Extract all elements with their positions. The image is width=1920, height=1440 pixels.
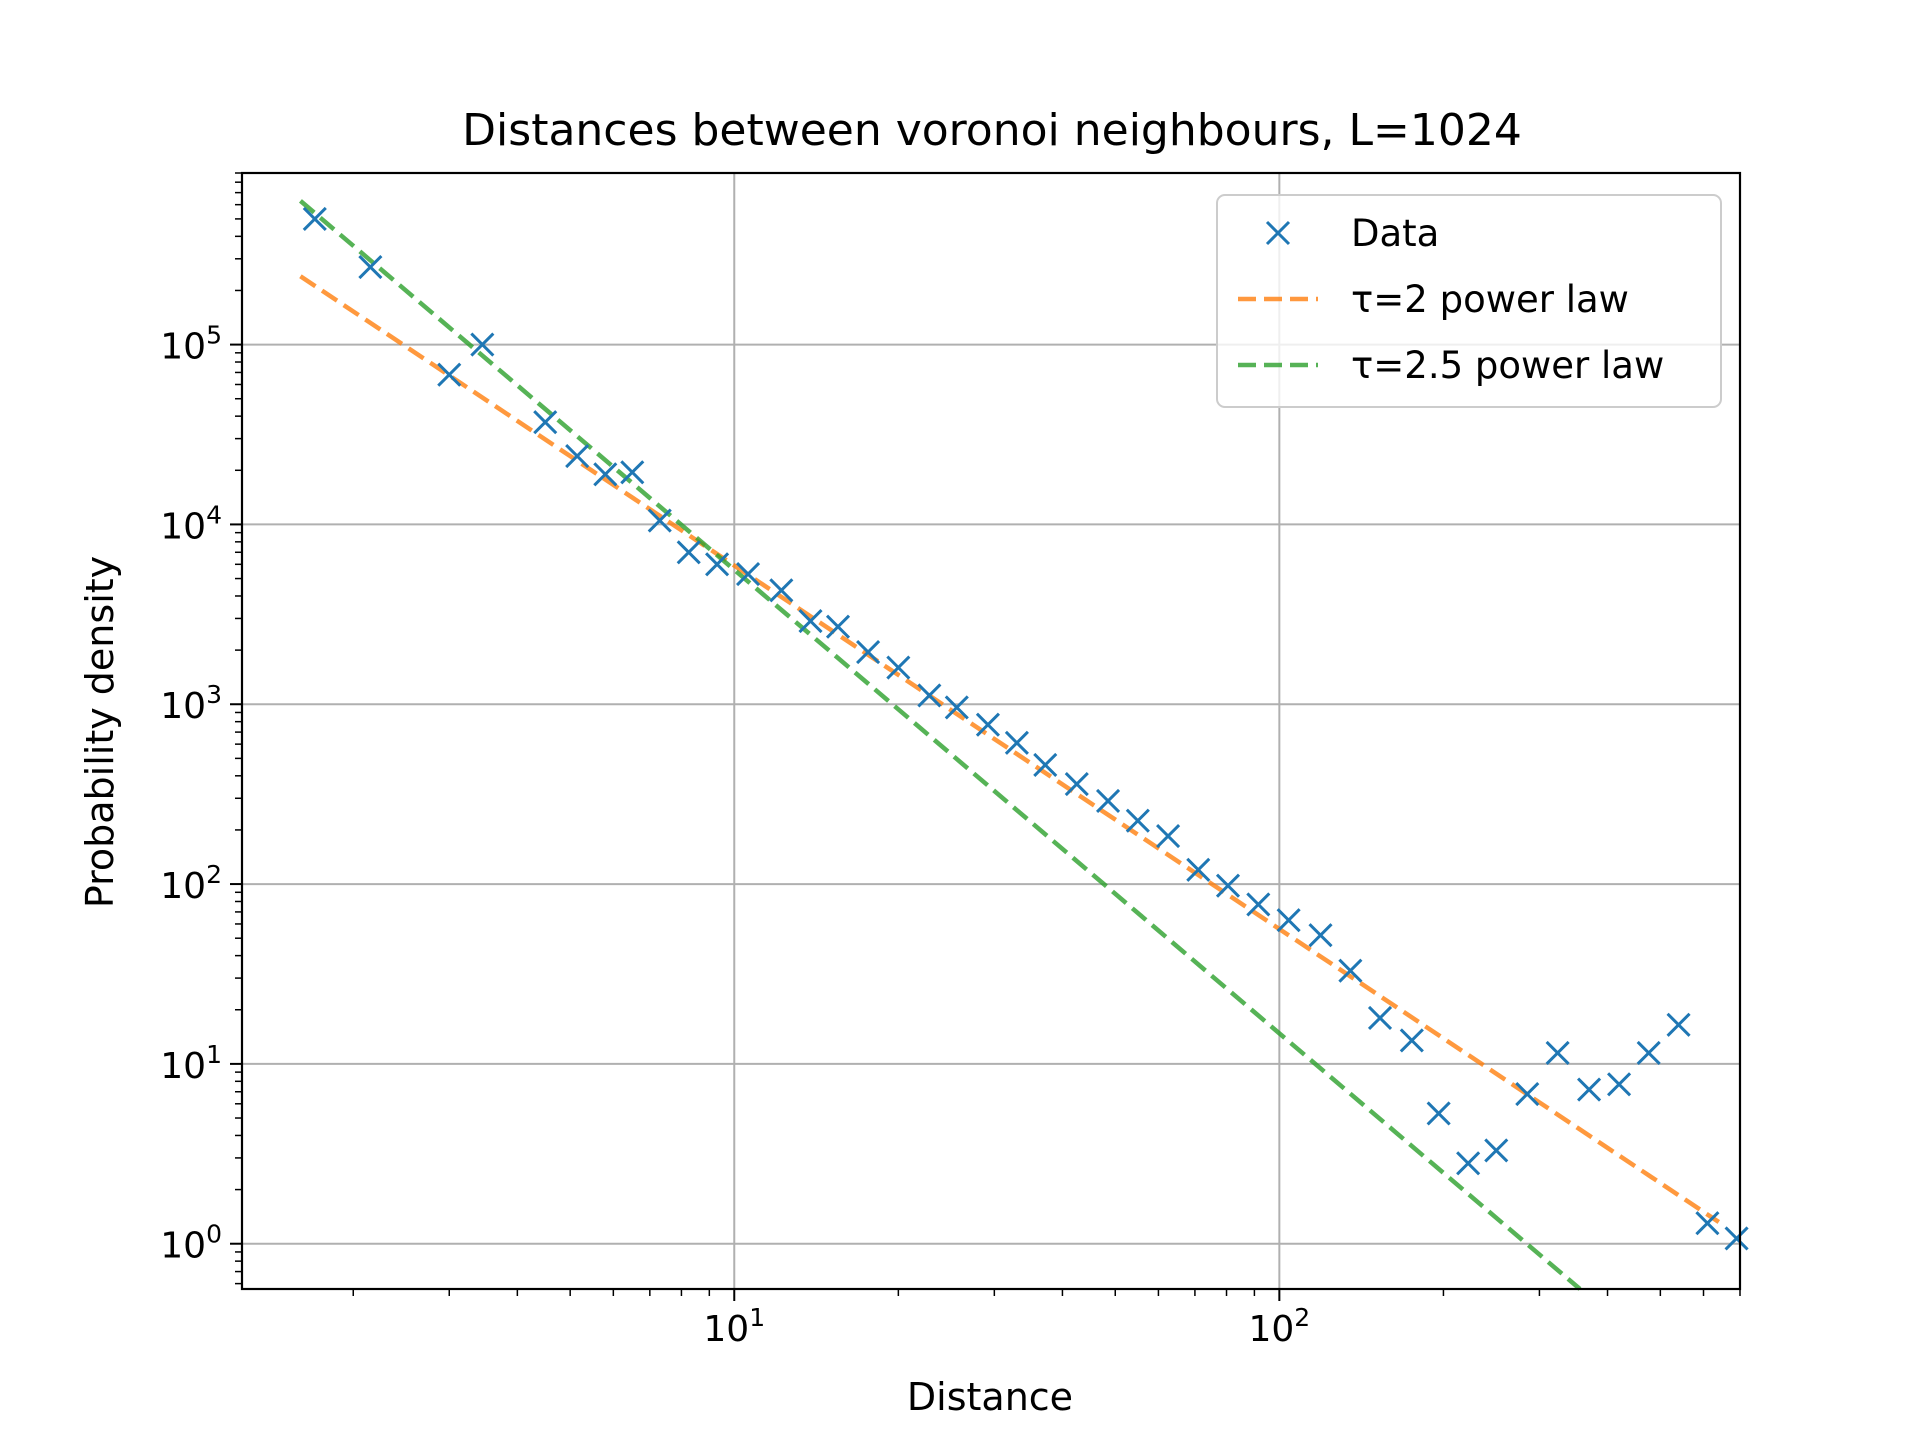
data-point bbox=[1308, 923, 1333, 948]
plot-area-frame bbox=[240, 171, 1742, 1291]
data-point bbox=[917, 683, 942, 708]
series-line-1 bbox=[299, 274, 1721, 1224]
data-point bbox=[1607, 1072, 1632, 1097]
data-point bbox=[358, 254, 383, 280]
data-point bbox=[533, 410, 558, 435]
data-point bbox=[735, 561, 761, 587]
data-point bbox=[975, 712, 1000, 737]
data-point bbox=[1545, 1040, 1570, 1066]
data-point bbox=[769, 578, 794, 603]
data-point bbox=[470, 332, 495, 357]
data-point bbox=[1399, 1028, 1424, 1053]
data-point bbox=[1515, 1081, 1540, 1107]
data-point bbox=[944, 695, 969, 720]
data-point bbox=[676, 540, 701, 565]
data-point bbox=[705, 552, 730, 577]
y-tick-label: 105 bbox=[160, 321, 222, 368]
x-tick-label: 102 bbox=[1248, 1303, 1310, 1350]
data-point bbox=[1636, 1040, 1661, 1066]
data-point bbox=[1666, 1012, 1691, 1037]
data-point bbox=[565, 443, 590, 469]
data-point bbox=[437, 362, 462, 387]
data-point bbox=[1426, 1101, 1451, 1126]
data-point bbox=[1577, 1077, 1602, 1102]
data-point bbox=[593, 462, 618, 487]
data-point bbox=[1695, 1211, 1720, 1236]
data-point bbox=[886, 655, 911, 680]
legend-label: τ=2.5 power law bbox=[1351, 344, 1664, 387]
x-tick-label: 101 bbox=[703, 1303, 765, 1350]
data-point bbox=[1004, 730, 1029, 755]
y-axis-ticks: 100 101 102 103 104 105 bbox=[160, 172, 242, 1285]
x-axis-ticks: 101 102 bbox=[352, 1289, 1741, 1350]
data-point bbox=[1064, 771, 1089, 797]
legend-swatch-marker bbox=[1265, 220, 1291, 246]
chart-title: Distances between voronoi neighbours, L=… bbox=[462, 105, 1522, 156]
data-point bbox=[798, 609, 823, 634]
legend-label: Data bbox=[1351, 212, 1439, 255]
y-tick-label: 101 bbox=[160, 1040, 222, 1087]
y-tick-label: 100 bbox=[160, 1220, 222, 1267]
data-point bbox=[1484, 1138, 1509, 1163]
data-point bbox=[1456, 1151, 1481, 1176]
grid-lines bbox=[242, 173, 1740, 1289]
data-point bbox=[1156, 823, 1181, 849]
data-point bbox=[825, 614, 851, 639]
data-point bbox=[1724, 1226, 1749, 1251]
data-markers bbox=[302, 206, 1749, 1251]
y-tick-label: 103 bbox=[160, 680, 222, 727]
data-point bbox=[856, 640, 881, 665]
legend: Data τ=2 power law τ=2.5 power law bbox=[1216, 194, 1722, 408]
data-point bbox=[647, 508, 672, 533]
legend-label: τ=2 power law bbox=[1351, 278, 1629, 321]
y-tick-label: 104 bbox=[160, 500, 222, 547]
data-point bbox=[1033, 752, 1058, 777]
data-point bbox=[1215, 873, 1241, 898]
y-axis-label: Probability density bbox=[78, 556, 122, 908]
data-point bbox=[620, 460, 645, 485]
data-point bbox=[1125, 808, 1150, 833]
fit-lines bbox=[298, 199, 1721, 1291]
data-point bbox=[1276, 908, 1301, 933]
data-point bbox=[1246, 892, 1271, 917]
data-point bbox=[1186, 857, 1211, 882]
data-point bbox=[1367, 1005, 1393, 1031]
legend-box bbox=[1216, 194, 1722, 408]
series-line-2 bbox=[298, 199, 1582, 1291]
data-point bbox=[1338, 958, 1363, 983]
data-point bbox=[302, 206, 327, 231]
data-point bbox=[1095, 788, 1121, 813]
x-axis-label: Distance bbox=[907, 1375, 1073, 1419]
y-tick-label: 102 bbox=[160, 860, 222, 907]
